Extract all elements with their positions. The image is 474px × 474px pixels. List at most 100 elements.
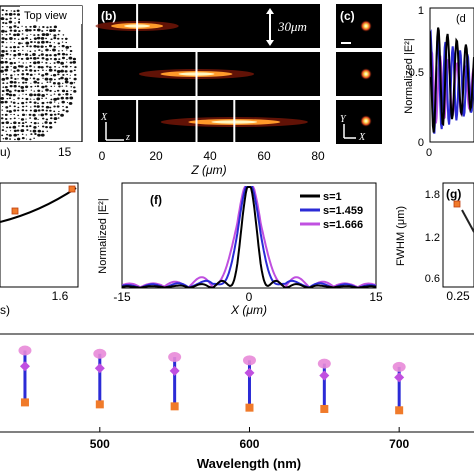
panel-e-fit-line xyxy=(0,187,77,223)
series-line-s=1 xyxy=(122,186,376,288)
metasurface-dot xyxy=(29,93,33,97)
panel-f-x-tick: 15 xyxy=(369,290,383,304)
metasurface-dot xyxy=(30,85,33,88)
metasurface-dot xyxy=(24,77,29,81)
metasurface-dot xyxy=(25,114,27,116)
metasurface-dot xyxy=(8,12,13,16)
metasurface-dot xyxy=(20,57,24,60)
metasurface-dot xyxy=(48,44,53,48)
metasurface-dot xyxy=(58,46,60,48)
metasurface-dot xyxy=(13,121,17,125)
metasurface-dot xyxy=(60,113,64,117)
metasurface-dot xyxy=(53,62,56,64)
metasurface-dot xyxy=(65,45,70,49)
panel-d-tick-05: 0.5 xyxy=(409,67,424,79)
metasurface-dot xyxy=(0,96,5,100)
metasurface-dot xyxy=(13,109,17,112)
metasurface-dot xyxy=(45,40,49,44)
metasurface-dot xyxy=(45,58,49,61)
metasurface-dot xyxy=(9,117,12,120)
metasurface-dot xyxy=(65,110,69,113)
panel-b-x-ticks: 0 20 40 60 80 xyxy=(99,149,325,163)
metasurface-dot xyxy=(69,65,72,68)
metasurface-dot xyxy=(56,105,60,108)
metasurface-dot xyxy=(69,96,74,100)
metasurface-dot xyxy=(0,60,4,64)
metasurface-dot xyxy=(6,110,9,112)
metasurface-dot xyxy=(17,65,21,68)
metasurface-dot xyxy=(41,30,44,32)
metasurface-dot xyxy=(4,22,8,25)
panel-e-marker xyxy=(68,185,76,193)
metasurface-dot xyxy=(68,56,73,60)
circle-marker xyxy=(392,361,406,372)
metasurface-dot xyxy=(33,98,35,100)
scalebar-label: 30μm xyxy=(277,19,307,34)
metasurface-dot xyxy=(48,66,52,69)
metasurface-dot xyxy=(45,126,48,129)
panel-d-tick-0: 0 xyxy=(418,137,424,149)
metasurface-dot xyxy=(21,73,25,76)
panel-b-x-tick: 40 xyxy=(203,149,217,163)
metasurface-dot xyxy=(25,69,28,72)
metasurface-dot xyxy=(41,85,45,89)
metasurface-dot xyxy=(12,101,16,104)
panel-bottom-x-tick: 700 xyxy=(389,437,409,451)
panel-g: FWHM (μm) 1.8 1.2 0.6 (g) 0.25 xyxy=(395,182,474,303)
panel-f-legend: s=1 s=1.459 s=1.666 xyxy=(300,191,363,231)
metasurface-dot xyxy=(29,62,32,64)
metasurface-dots xyxy=(0,9,77,141)
metasurface-dot xyxy=(65,92,69,96)
metasurface-dot xyxy=(33,117,38,120)
panel-f: -15 0 15 (f) Normalized |E²| X (μm) s=1s=1… xyxy=(97,182,383,317)
metasurface-dot xyxy=(4,60,8,64)
metasurface-dot xyxy=(6,82,9,84)
metasurface-dot xyxy=(65,96,69,100)
metasurface-dot xyxy=(25,85,29,89)
metasurface-dot xyxy=(56,97,60,100)
metasurface-dot xyxy=(13,62,17,64)
metasurface-dot xyxy=(13,53,17,57)
panel-e: 1.6 s) xyxy=(0,182,79,317)
metasurface-dot xyxy=(4,137,9,140)
metasurface-dot xyxy=(0,17,5,21)
metasurface-dot xyxy=(36,105,40,108)
metasurface-dot xyxy=(40,113,45,117)
metasurface-dot xyxy=(13,10,16,13)
metasurface-dot xyxy=(61,50,64,52)
metasurface-dot xyxy=(49,81,52,83)
square-marker xyxy=(170,402,179,411)
metasurface-dot xyxy=(44,85,48,88)
metasurface-dot xyxy=(40,45,44,48)
panel-g-tick-x: 0.25 xyxy=(446,289,470,303)
metasurface-dot xyxy=(22,62,24,64)
metasurface-dot xyxy=(40,53,44,56)
metasurface-dot xyxy=(37,129,42,133)
metasurface-dot xyxy=(53,110,56,113)
metasurface-dot xyxy=(60,69,64,73)
metasurface-dot xyxy=(33,34,36,36)
metasurface-dot xyxy=(25,138,28,140)
metasurface-dot xyxy=(61,85,63,87)
metasurface-dot xyxy=(41,57,45,60)
metasurface-dot xyxy=(28,29,32,32)
metasurface-dot xyxy=(64,37,68,40)
metasurface-dot xyxy=(25,72,29,76)
metasurface-dot xyxy=(29,125,32,128)
metasurface-dot xyxy=(33,80,37,84)
metasurface-dot xyxy=(61,89,66,93)
metasurface-dot xyxy=(41,40,45,44)
metasurface-dot xyxy=(1,49,5,53)
metasurface-dot xyxy=(17,49,20,52)
metasurface-dot xyxy=(49,126,53,129)
panel-g-label: (g) xyxy=(446,187,461,201)
panel-d-ylabel: Normalized |E²| xyxy=(403,38,415,113)
metasurface-dot xyxy=(1,114,4,116)
panel-e-tick-left: s) xyxy=(0,303,10,317)
metasurface-dot xyxy=(13,84,17,88)
metasurface-dot xyxy=(29,77,32,79)
metasurface-dot xyxy=(1,37,5,40)
metasurface-dot xyxy=(50,74,53,76)
metasurface-dot xyxy=(9,61,13,65)
